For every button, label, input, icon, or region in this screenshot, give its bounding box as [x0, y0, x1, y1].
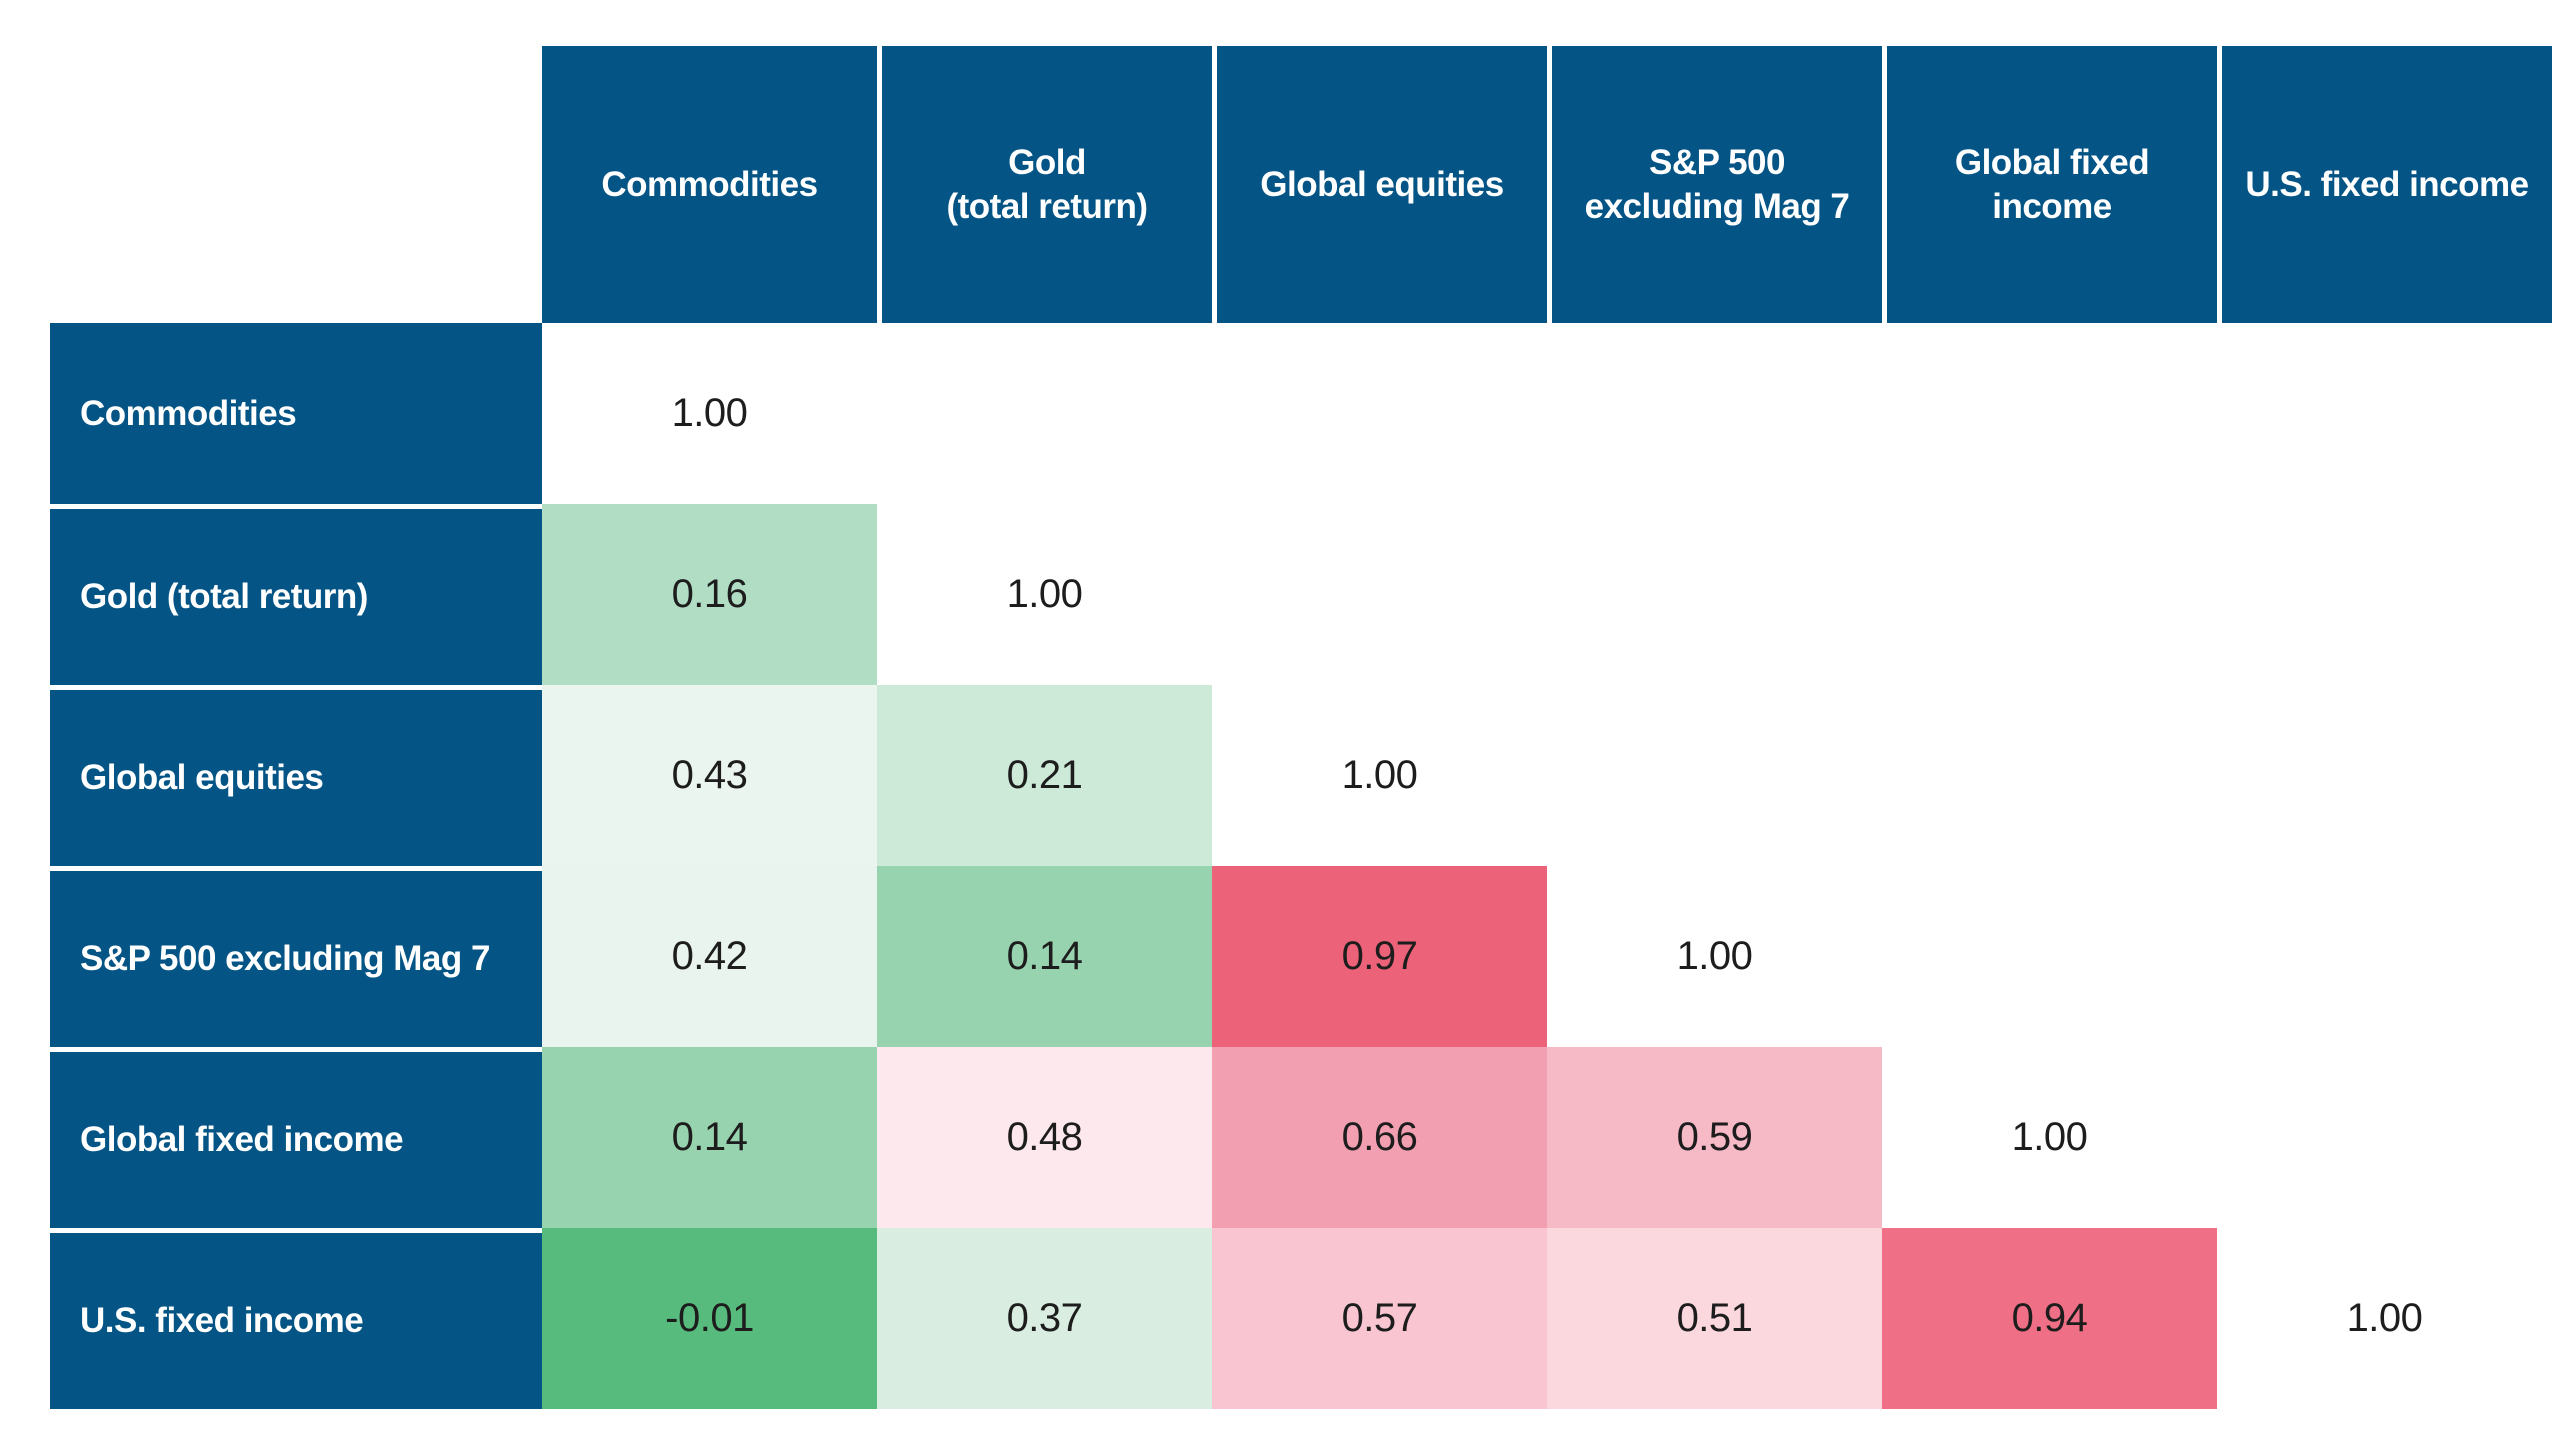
matrix-cell-sp500-excluding-mag7-x-global-equities: 0.97: [1212, 866, 1547, 1047]
column-header-label: S&P 500 excluding Mag 7: [1584, 142, 1850, 226]
empty-cell: [2217, 1047, 2552, 1228]
column-header-global-fixed-income: Global fixed income: [1882, 46, 2217, 323]
matrix-cell-commodities-x-commodities: 1.00: [542, 323, 877, 504]
column-header-commodities: Commodities: [542, 46, 877, 323]
column-header-label: Global equities: [1260, 164, 1504, 204]
row-header-commodities: Commodities: [50, 323, 542, 504]
column-header-label: Commodities: [601, 164, 818, 204]
row-header-label: Global equities: [80, 758, 324, 797]
matrix-cell-global-fixed-income-x-commodities: 0.14: [542, 1047, 877, 1228]
matrix-cell-global-fixed-income-x-sp500-excluding-mag7: 0.59: [1547, 1047, 1882, 1228]
empty-cell: [1547, 685, 1882, 866]
corner-spacer: [50, 46, 542, 323]
matrix-cell-global-fixed-income-x-global-fixed-income: 1.00: [1882, 1047, 2217, 1228]
empty-cell: [2217, 866, 2552, 1047]
empty-cell: [1547, 504, 1882, 685]
empty-cell: [1882, 685, 2217, 866]
row-header-label: Gold (total return): [80, 577, 368, 616]
empty-cell: [1882, 323, 2217, 504]
row-header-label: S&P 500 excluding Mag 7: [80, 939, 490, 978]
empty-cell: [1882, 866, 2217, 1047]
empty-cell: [2217, 504, 2552, 685]
matrix-cell-us-fixed-income-x-sp500-excluding-mag7: 0.51: [1547, 1228, 1882, 1409]
matrix-cell-us-fixed-income-x-us-fixed-income: 1.00: [2217, 1228, 2552, 1409]
matrix-cell-global-fixed-income-x-gold-total-return: 0.48: [877, 1047, 1212, 1228]
empty-cell: [877, 323, 1212, 504]
column-header-label: Gold (total return): [946, 142, 1148, 226]
matrix-cell-sp500-excluding-mag7-x-commodities: 0.42: [542, 866, 877, 1047]
column-header-label: U.S. fixed income: [2245, 164, 2529, 204]
empty-cell: [1212, 504, 1547, 685]
correlation-matrix-grid: Commodities Gold (total return) Global equ…: [50, 46, 2552, 1409]
matrix-cell-sp500-excluding-mag7-x-sp500-excluding-mag7: 1.00: [1547, 866, 1882, 1047]
matrix-cell-us-fixed-income-x-gold-total-return: 0.37: [877, 1228, 1212, 1409]
matrix-cell-global-equities-x-commodities: 0.43: [542, 685, 877, 866]
matrix-cell-global-equities-x-global-equities: 1.00: [1212, 685, 1547, 866]
matrix-cell-global-equities-x-gold-total-return: 0.21: [877, 685, 1212, 866]
matrix-cell-us-fixed-income-x-global-equities: 0.57: [1212, 1228, 1547, 1409]
row-header-us-fixed-income: U.S. fixed income: [50, 1228, 542, 1409]
row-header-sp500-excluding-mag7: S&P 500 excluding Mag 7: [50, 866, 542, 1047]
empty-cell: [2217, 323, 2552, 504]
column-header-label: Global fixed income: [1954, 142, 2150, 226]
empty-cell: [2217, 685, 2552, 866]
row-header-label: Global fixed income: [80, 1120, 404, 1159]
matrix-cell-gold-total-return-x-gold-total-return: 1.00: [877, 504, 1212, 685]
empty-cell: [1882, 504, 2217, 685]
matrix-cell-global-fixed-income-x-global-equities: 0.66: [1212, 1047, 1547, 1228]
row-header-global-equities: Global equities: [50, 685, 542, 866]
column-header-us-fixed-income: U.S. fixed income: [2217, 46, 2552, 323]
row-header-label: U.S. fixed income: [80, 1301, 364, 1340]
matrix-cell-sp500-excluding-mag7-x-gold-total-return: 0.14: [877, 866, 1212, 1047]
row-header-label: Commodities: [80, 393, 297, 433]
empty-cell: [1547, 323, 1882, 504]
matrix-cell-us-fixed-income-x-global-fixed-income: 0.94: [1882, 1228, 2217, 1409]
column-header-sp500-excluding-mag7: S&P 500 excluding Mag 7: [1547, 46, 1882, 323]
row-header-global-fixed-income: Global fixed income: [50, 1047, 542, 1228]
matrix-cell-us-fixed-income-x-commodities: -0.01: [542, 1228, 877, 1409]
column-header-global-equities: Global equities: [1212, 46, 1547, 323]
row-header-gold-total-return: Gold (total return): [50, 504, 542, 685]
empty-cell: [1212, 323, 1547, 504]
column-header-gold-total-return: Gold (total return): [877, 46, 1212, 323]
matrix-cell-gold-total-return-x-commodities: 0.16: [542, 504, 877, 685]
